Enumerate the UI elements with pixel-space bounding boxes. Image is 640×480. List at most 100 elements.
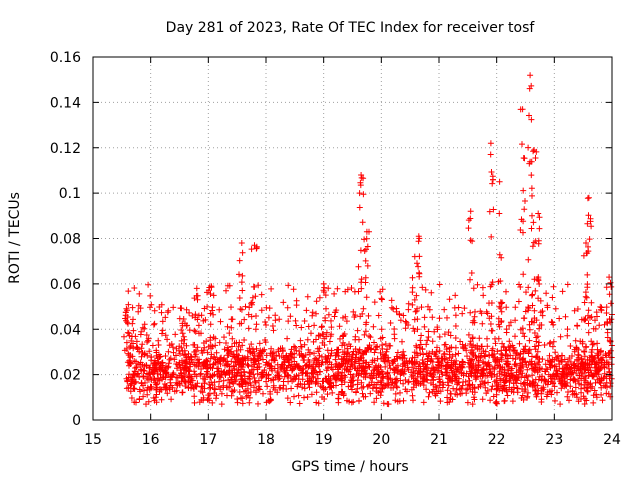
data-point xyxy=(387,365,394,372)
data-point xyxy=(420,375,427,382)
data-point xyxy=(599,357,606,364)
data-point xyxy=(217,386,224,393)
data-point xyxy=(559,288,566,295)
data-point xyxy=(533,317,540,324)
data-point xyxy=(178,344,185,351)
data-point xyxy=(530,219,537,226)
data-point xyxy=(355,356,362,363)
data-point xyxy=(585,194,592,201)
data-point xyxy=(394,349,401,356)
data-point xyxy=(192,348,199,355)
data-point xyxy=(517,227,524,233)
data-point xyxy=(188,373,195,380)
data-point xyxy=(462,342,469,349)
data-point xyxy=(141,325,148,332)
data-point xyxy=(137,361,143,368)
data-point xyxy=(324,365,331,372)
data-point xyxy=(343,318,350,325)
data-point xyxy=(578,370,585,376)
data-point xyxy=(192,353,199,360)
data-point xyxy=(158,301,165,308)
data-point xyxy=(530,367,537,373)
data-point xyxy=(253,245,260,252)
data-point xyxy=(126,359,133,366)
data-point xyxy=(447,390,454,397)
data-point xyxy=(386,342,393,349)
data-point xyxy=(536,373,543,380)
data-point xyxy=(520,380,527,387)
data-point xyxy=(125,288,132,295)
data-point xyxy=(236,381,243,388)
data-point xyxy=(563,362,570,369)
data-point xyxy=(340,339,347,346)
data-point xyxy=(585,243,591,250)
data-point xyxy=(549,343,556,350)
data-point xyxy=(320,287,327,294)
data-point xyxy=(581,385,588,391)
data-point xyxy=(385,401,392,408)
data-point xyxy=(588,352,595,359)
data-point xyxy=(450,385,457,392)
data-point xyxy=(459,364,466,371)
data-point xyxy=(237,346,244,353)
data-point xyxy=(384,346,391,353)
data-point xyxy=(232,359,239,366)
data-point xyxy=(425,303,431,310)
data-point xyxy=(488,300,495,306)
data-point xyxy=(226,282,233,289)
data-point xyxy=(258,291,265,298)
data-point xyxy=(224,392,230,399)
data-point xyxy=(153,347,160,354)
data-point xyxy=(418,304,425,311)
data-point xyxy=(301,394,307,401)
data-point xyxy=(499,387,506,394)
data-point xyxy=(152,359,159,366)
data-point xyxy=(452,344,459,351)
data-point xyxy=(313,336,319,343)
data-point xyxy=(439,371,446,378)
data-point xyxy=(349,378,355,385)
data-point xyxy=(238,373,245,380)
data-point xyxy=(380,373,387,380)
data-point xyxy=(427,367,434,374)
data-point xyxy=(483,390,490,397)
data-point xyxy=(132,333,139,340)
data-point xyxy=(433,349,440,355)
data-point xyxy=(437,378,443,385)
data-point xyxy=(467,309,474,316)
data-point xyxy=(441,331,448,338)
data-point xyxy=(522,198,528,204)
data-point xyxy=(228,316,235,323)
data-point xyxy=(385,357,392,364)
data-point xyxy=(513,362,520,369)
data-point xyxy=(535,342,542,349)
data-point xyxy=(445,363,451,370)
data-point xyxy=(500,377,507,384)
data-point xyxy=(471,319,478,326)
data-point xyxy=(223,369,230,376)
data-point xyxy=(294,364,301,371)
data-point xyxy=(251,352,258,359)
data-point xyxy=(360,191,367,198)
data-point xyxy=(347,383,354,389)
data-point xyxy=(520,271,527,278)
data-point xyxy=(134,344,141,351)
data-point xyxy=(274,368,281,375)
data-point xyxy=(581,353,588,360)
data-point xyxy=(365,363,372,370)
data-point xyxy=(287,313,294,320)
data-point xyxy=(585,307,592,314)
data-point xyxy=(252,378,258,385)
data-point xyxy=(129,374,136,381)
data-point xyxy=(536,365,543,372)
data-point xyxy=(544,366,551,373)
data-point xyxy=(452,323,459,329)
data-point xyxy=(521,381,528,388)
data-point xyxy=(591,387,598,394)
data-point xyxy=(143,362,150,369)
data-point xyxy=(517,284,524,290)
data-point xyxy=(195,322,202,329)
data-point xyxy=(361,348,368,355)
data-point xyxy=(348,377,354,384)
data-point xyxy=(240,378,247,385)
